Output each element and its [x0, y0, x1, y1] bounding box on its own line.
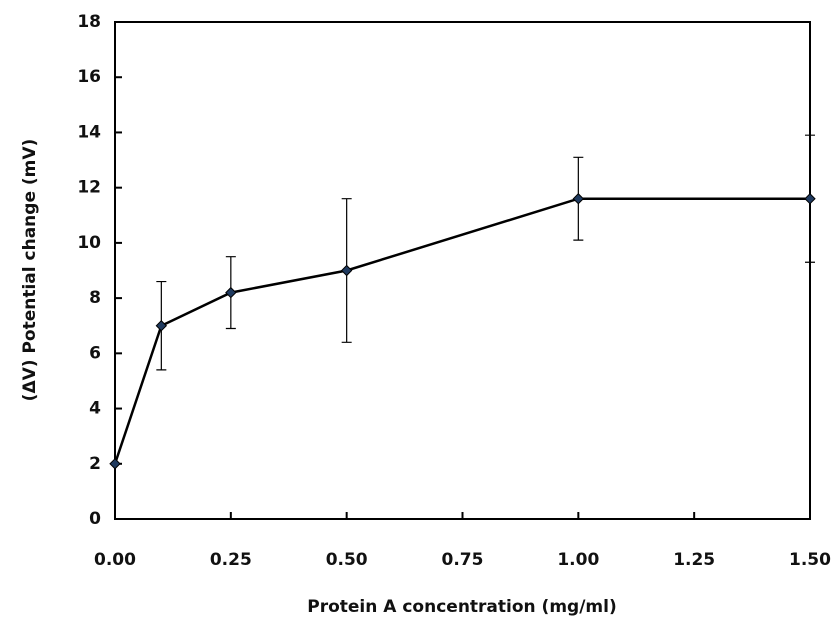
- y-axis-label: (ΔV) Potential change (mV): [20, 139, 40, 402]
- data-point: [340, 264, 353, 277]
- x-tick-label: 1.25: [673, 550, 715, 570]
- data-point: [804, 193, 816, 205]
- data-point: [572, 193, 585, 205]
- y-tick-label: 14: [77, 122, 101, 142]
- x-tick-label: 0.50: [326, 550, 368, 570]
- plot-frame: [114, 21, 811, 520]
- y-tick-label: 2: [89, 454, 101, 474]
- data-point: [155, 320, 168, 332]
- y-tick-label: 4: [89, 399, 101, 419]
- y-tick-label: 10: [77, 233, 101, 253]
- y-tick-label: 8: [89, 288, 101, 308]
- x-axis-label: Protein A concentration (mg/ml): [307, 597, 616, 617]
- y-tick-label: 12: [77, 178, 101, 198]
- x-tick-label: 1.50: [789, 550, 831, 570]
- x-tick-label: 0.25: [210, 550, 252, 570]
- x-tick-label: 0.75: [442, 550, 484, 570]
- y-tick-label: 6: [89, 343, 101, 363]
- y-tick-label: 18: [77, 12, 101, 32]
- data-point: [225, 286, 237, 299]
- x-tick-label: 0.00: [94, 550, 136, 570]
- y-tick-label: 0: [89, 509, 101, 529]
- data-point: [109, 458, 121, 470]
- y-tick-label: 16: [77, 67, 101, 87]
- x-tick-label: 1.00: [557, 550, 599, 570]
- data-line: [113, 197, 810, 465]
